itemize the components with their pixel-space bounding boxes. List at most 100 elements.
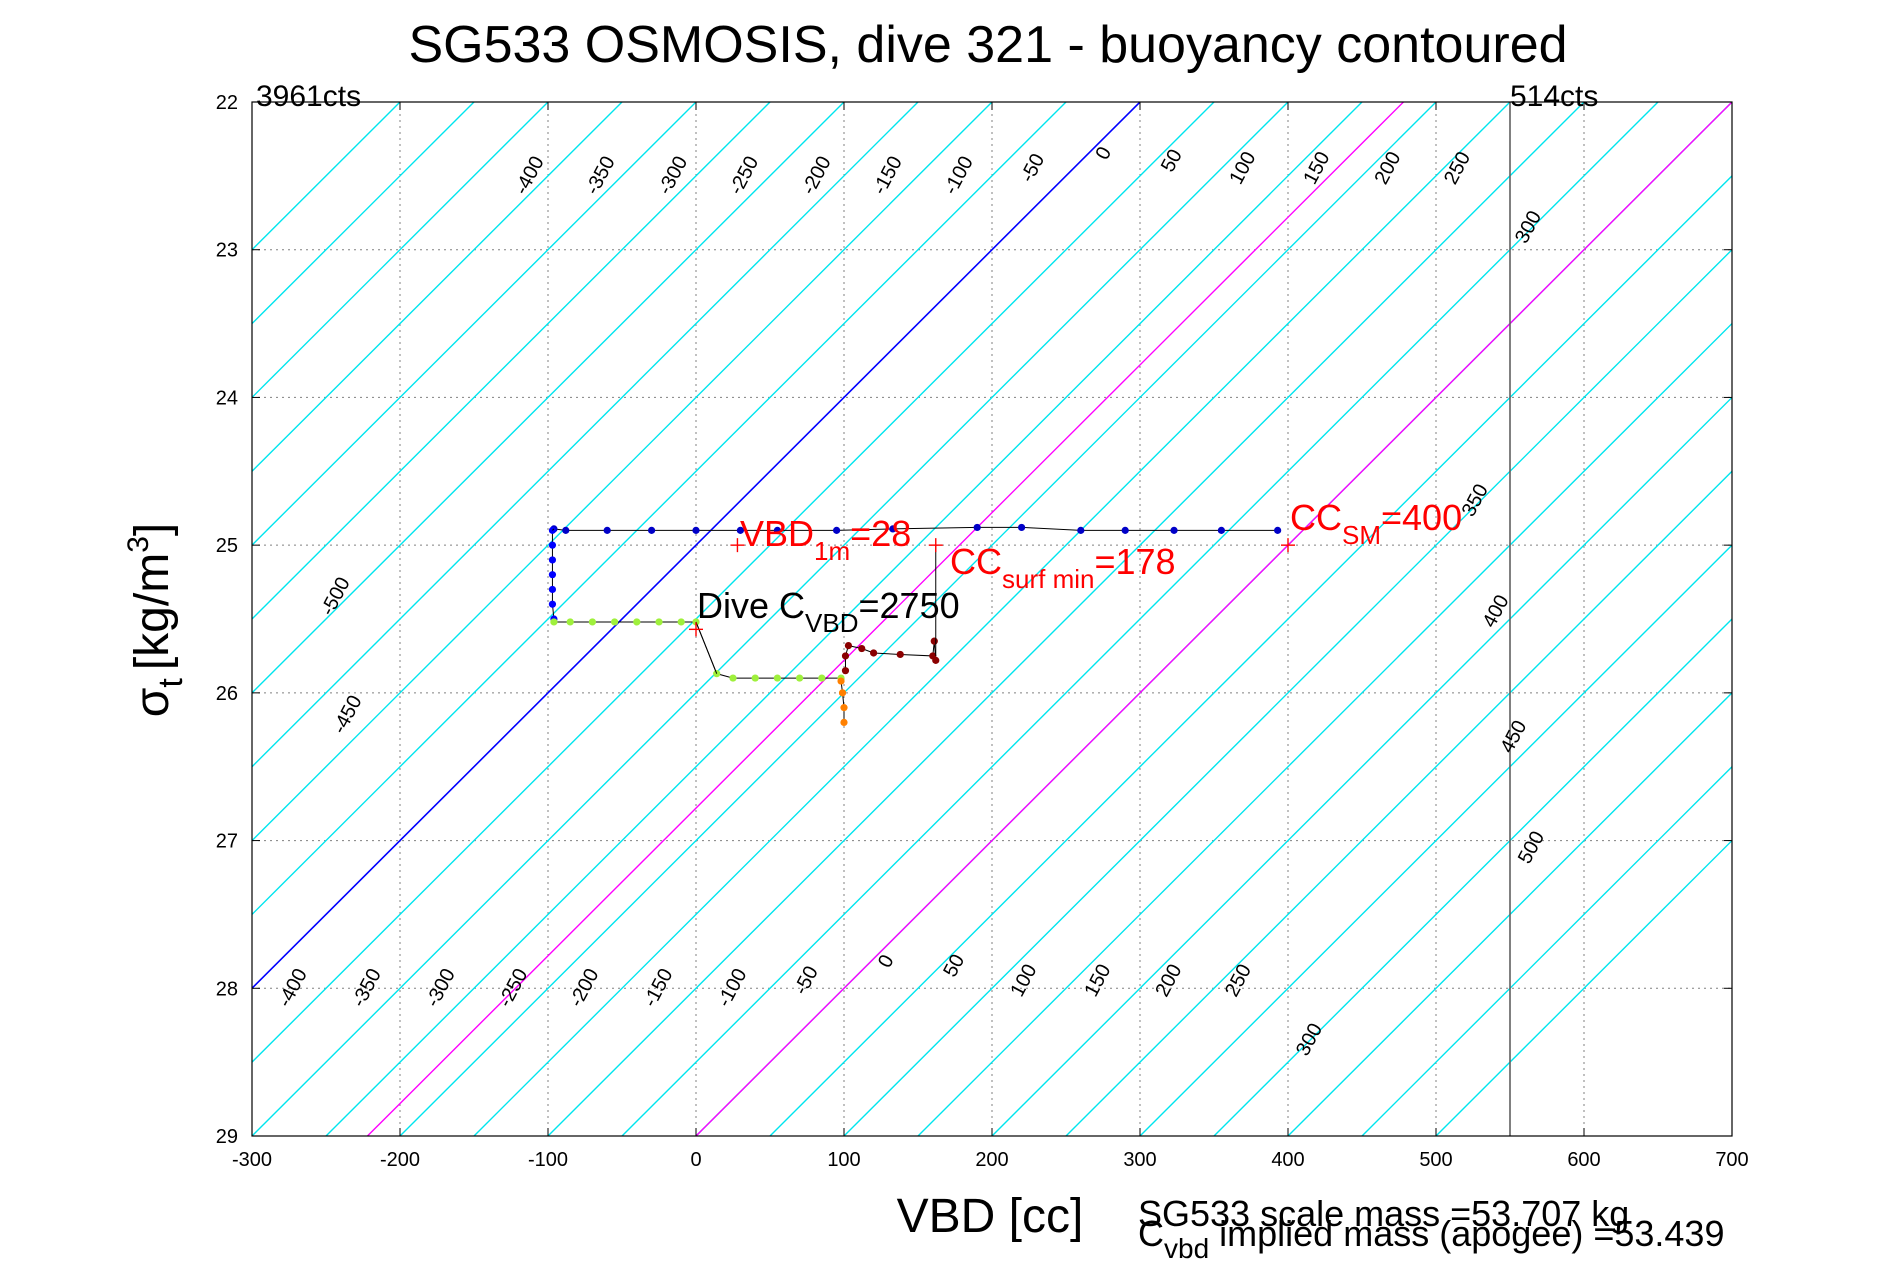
series-point-upcast <box>1077 526 1085 534</box>
footer-implied-mass: Cvbd implied mass (apogee) =53.439 <box>1138 1213 1724 1262</box>
series-point-layer-1 <box>633 618 641 626</box>
contour-cyan <box>252 102 1289 1136</box>
series-point-upcast <box>1274 526 1282 534</box>
series-point-upcast <box>833 526 841 534</box>
series-point-layer-1 <box>655 618 663 626</box>
series-point-surface-descent <box>548 556 557 564</box>
series-point-upcast <box>562 526 570 534</box>
y-tick-label: 29 <box>216 1126 238 1148</box>
series-point-upcast <box>603 526 611 534</box>
series-point-surface-descent <box>548 585 557 594</box>
x-tick-label: 300 <box>1123 1149 1156 1171</box>
contour-cyan <box>325 102 1363 1136</box>
series-point-upcast <box>1170 526 1178 534</box>
x-tick-label: -100 <box>528 1149 568 1171</box>
contour-cyan <box>1361 765 1732 1136</box>
series-point-layer-1 <box>818 674 826 682</box>
contour-cyan <box>917 322 1732 1136</box>
series-point-surface-descent <box>548 600 557 608</box>
x-tick-label: 700 <box>1715 1149 1748 1171</box>
series-point-upcast <box>1217 526 1225 534</box>
annotation-cc-sm: CCSM=400 <box>1290 497 1462 550</box>
series-point-upcast <box>773 526 782 534</box>
dive-series <box>548 523 1282 727</box>
x-axis-label: VBD [cc] <box>897 1190 1084 1243</box>
contour-cyan <box>1065 470 1732 1136</box>
contour-cyan <box>1435 839 1732 1136</box>
series-point-layer-1 <box>773 674 782 682</box>
y-tick-label: 22 <box>216 92 238 114</box>
x-tick-label: 400 <box>1271 1149 1304 1171</box>
x-tick-label: 600 <box>1567 1149 1600 1171</box>
series-point-upcast <box>1018 523 1026 532</box>
contour-cyan <box>1213 618 1732 1136</box>
x-tick-label: 500 <box>1419 1149 1452 1171</box>
contour-magenta <box>366 102 1404 1136</box>
series-point-upcast <box>648 526 656 534</box>
contour-cyan <box>252 102 1067 916</box>
contour-cyan <box>1139 544 1732 1136</box>
axis-ticks: -300 -200 -100 0 100 200 300 400 500 600 700 22 23 24… <box>216 92 1749 1171</box>
series-point-apogee <box>841 667 850 675</box>
series-point-layer-1 <box>729 674 737 682</box>
corner-label-right: 514cts <box>1510 80 1598 113</box>
series-point-layer-1 <box>611 618 619 626</box>
contour-magenta <box>695 102 1732 1136</box>
annotation-vbd1m: VBD1m=28 <box>740 513 911 566</box>
corner-label-left: 3961cts <box>256 80 361 113</box>
y-tick-label: 23 <box>216 240 238 262</box>
series-point-upcast <box>692 526 700 534</box>
series-point-layer-1 <box>677 618 685 626</box>
series-point-layer-1 <box>566 618 574 626</box>
contour-zero <box>252 102 1141 990</box>
contour-cyan <box>252 102 549 399</box>
series-point-deep <box>840 718 848 727</box>
x-tick-label: -300 <box>232 1149 272 1171</box>
contour-cyan <box>252 102 697 547</box>
series-point-layer-1 <box>550 618 558 626</box>
contour-cyan <box>399 102 1437 1136</box>
series-point-surface-descent <box>548 541 557 549</box>
series-line-upcast <box>553 526 1278 531</box>
x-tick-label: 100 <box>827 1149 860 1171</box>
annotation-dive-cvbd: Dive CVBD=2750 <box>697 585 960 638</box>
y-tick-label: 25 <box>216 535 238 557</box>
series-point-deep <box>838 689 847 697</box>
series-point-layer-1 <box>751 674 759 682</box>
contour-cyan <box>252 102 475 325</box>
series-point-apogee <box>870 649 878 657</box>
series-line-deep <box>840 680 845 723</box>
series-point-upcast <box>973 523 981 532</box>
contour-cyan <box>252 102 993 842</box>
series-point-layer-1 <box>588 618 597 626</box>
contour-lines <box>252 102 1732 1136</box>
series-point-apogee <box>841 652 850 660</box>
series-point-deep <box>840 704 848 712</box>
y-axis-label: σt[kg/m3] <box>122 523 190 717</box>
series-connector <box>552 528 555 531</box>
contour-cyan <box>252 102 919 768</box>
reference-markers <box>689 538 1295 637</box>
x-tick-label: 0 <box>690 1149 701 1171</box>
contour-cyan <box>1287 691 1732 1136</box>
contour-cyan <box>769 174 1732 1136</box>
series-point-surface-descent <box>548 571 557 579</box>
contour-cyan <box>621 102 1659 1136</box>
series-connector <box>695 621 718 674</box>
series-point-upcast <box>889 525 897 533</box>
x-tick-label: -200 <box>380 1149 420 1171</box>
y-tick-label: 27 <box>216 831 238 853</box>
series-point-upcast <box>1121 526 1129 534</box>
series-point-apogee <box>896 650 904 659</box>
series-point-apogee <box>930 637 938 645</box>
contour-cyan <box>547 102 1585 1136</box>
series-point-apogee <box>844 641 853 650</box>
footer-scale-mass: SG533 scale mass =53.707 kg <box>1138 1193 1629 1234</box>
annotation-cc-surf-min: CCsurf min=178 <box>950 541 1176 594</box>
contour-cyan <box>252 102 845 694</box>
series-point-deep <box>837 677 845 685</box>
contour-cyan <box>252 102 771 620</box>
y-tick-label: 24 <box>216 387 238 409</box>
series-point-upcast <box>736 526 745 534</box>
